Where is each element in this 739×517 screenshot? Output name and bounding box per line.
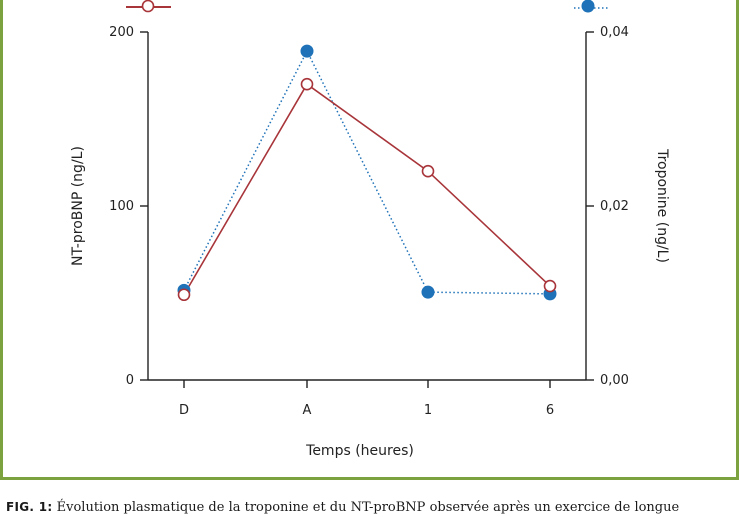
- data-point-ntprobnp: [300, 77, 314, 91]
- figure-frame: 0 100 200 0,00 0,02 0,04 D A 1 6 Temps (heures) NT-…: [0, 0, 739, 480]
- left-y-tick-label: 200: [109, 25, 134, 40]
- series-line-troponine: [183, 49, 551, 295]
- x-tick-label: D: [179, 403, 189, 418]
- left-y-axis-title: NT-proBNP (ng/L): [70, 146, 86, 266]
- data-point-troponine: [300, 44, 314, 58]
- right-y-tick-label: 0,00: [600, 373, 629, 388]
- data-point-ntprobnp: [421, 164, 435, 178]
- legend-marker-ntprobnp: [141, 0, 155, 13]
- axes-layer: [140, 31, 594, 388]
- data-point-ntprobnp: [177, 288, 191, 302]
- labels-layer: 0 100 200 0,00 0,02 0,04 D A 1 6 Temps (heures) NT-…: [70, 25, 670, 459]
- left-y-tick-label: 0: [126, 373, 134, 388]
- data-point-ntprobnp: [543, 279, 557, 293]
- x-axis-title: Temps (heures): [305, 443, 414, 459]
- x-tick-label: 6: [546, 403, 554, 418]
- legend-layer: [126, 0, 608, 13]
- legend-marker-troponine: [581, 0, 595, 13]
- chart-svg: 0 100 200 0,00 0,02 0,04 D A 1 6 Temps (heures) NT-…: [70, 0, 670, 459]
- right-y-tick-label: 0,02: [600, 199, 629, 214]
- series-line-ntprobnp: [183, 83, 551, 296]
- right-y-tick-label: 0,04: [600, 25, 629, 40]
- caption-label: FIG. 1:: [6, 500, 53, 514]
- caption-text: Évolution plasmatique de la troponine et…: [56, 500, 680, 515]
- left-y-tick-label: 100: [109, 199, 134, 214]
- series-layer: [177, 44, 557, 302]
- data-point-troponine: [421, 285, 435, 299]
- figure-caption: FIG. 1: Évolution plasmatique de la trop…: [6, 497, 739, 517]
- right-y-axis-title: Troponine (ng/L): [654, 148, 670, 263]
- x-tick-label: A: [303, 403, 312, 418]
- x-tick-label: 1: [424, 403, 432, 418]
